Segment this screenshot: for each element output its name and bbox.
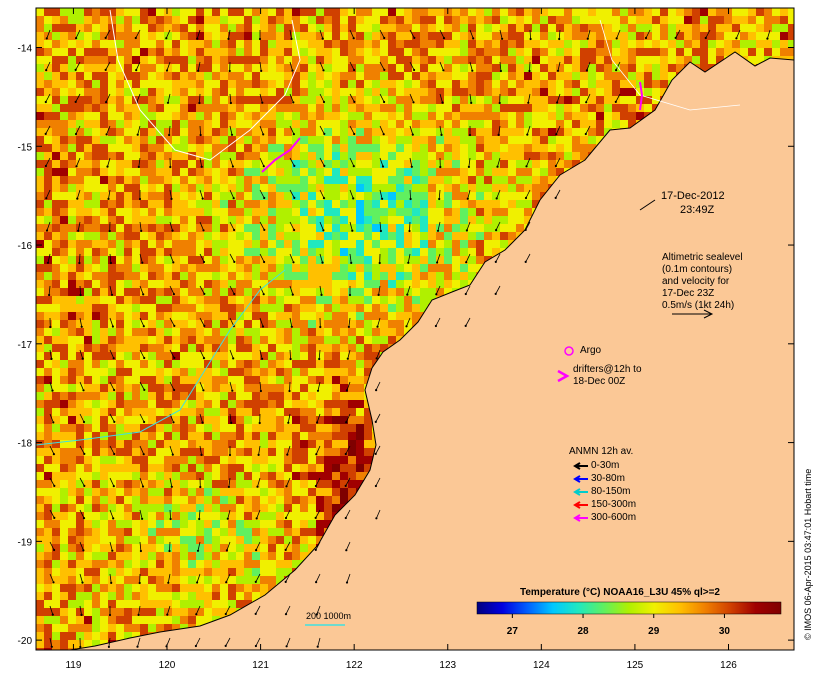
altimetry-line-4: 17-Dec 23Z: [662, 288, 715, 299]
velocity-vectors: [44, 29, 771, 649]
x-tick-label: 123: [439, 660, 456, 671]
y-tick-label: -14: [18, 44, 33, 55]
anmn-arrowhead-icon: [573, 488, 581, 496]
drifter-track: [639, 81, 644, 111]
colorbar-tick-label: 30: [719, 626, 731, 637]
drifter-chevron-icon: [557, 369, 570, 383]
anmn-depth-label: 30-80m: [591, 473, 625, 484]
isobath-label: 200 1000m: [306, 611, 352, 621]
x-tick-label: 120: [159, 660, 176, 671]
colorbar-title: Temperature (°C) NOAA16_L3U 45% ql>=2: [520, 587, 720, 598]
anmn-depth-label: 150-300m: [591, 499, 637, 510]
isobath-contour: [109, 9, 301, 161]
x-tick-label: 122: [346, 660, 363, 671]
land-mass: [36, 51, 794, 650]
altimetry-line-2: (0.1m contours): [662, 264, 733, 275]
x-tick-label: 119: [65, 660, 81, 671]
y-tick-label: -18: [18, 439, 33, 450]
y-tick-label: -20: [18, 636, 33, 647]
velocity-scale-arrowhead: [703, 309, 714, 319]
y-tick-label: -19: [18, 537, 33, 548]
anmn-arrowhead-icon: [573, 514, 581, 522]
y-tick-label: -17: [18, 340, 33, 351]
drifter-track: [261, 137, 301, 173]
anmn-arrowhead-icon: [573, 475, 581, 483]
anmn-title: ANMN 12h av.: [569, 446, 634, 457]
time-label: 23:49Z: [680, 204, 715, 216]
colorbar-tick-label: 29: [648, 626, 660, 637]
x-tick-label: 125: [627, 660, 644, 671]
argo-label: Argo: [580, 345, 602, 356]
y-tick-label: -16: [18, 241, 33, 252]
anmn-depth-label: 300-600m: [591, 512, 637, 523]
isobath-contour: [36, 269, 286, 446]
plot-frame: [35, 7, 795, 651]
anmn-depth-label: 80-150m: [591, 486, 631, 497]
drifters-line-1: drifters@12h to: [573, 364, 642, 375]
altimetry-line-5: 0.5m/s (1kt 24h): [662, 300, 735, 311]
x-tick-label: 124: [533, 660, 550, 671]
temperature-colorbar: Temperature (°C) NOAA16_L3U 45% ql>=2 27…: [476, 587, 782, 637]
legend-symbols: [305, 199, 714, 626]
altimetry-line-1: Altimetric sealevel: [662, 252, 743, 263]
colorbar-tick-label: 28: [577, 626, 589, 637]
x-tick-label: 121: [252, 660, 269, 671]
credit-text: © IMOS 06-Apr-2015 03:47:01 Hobart time: [803, 468, 813, 640]
axis-ticks: 119 120 121 122 123 124 125 126 -14 -15 -16 -17 -18 -…: [18, 8, 794, 671]
drifters-line-2: 18-Dec 00Z: [573, 376, 626, 387]
argo-marker-icon: [564, 346, 574, 356]
x-tick-label: 126: [720, 660, 737, 671]
y-tick-label: -15: [18, 142, 33, 153]
colorbar-tick-label: 27: [507, 626, 519, 637]
date-label: 17-Dec-2012: [661, 190, 725, 202]
anmn-arrowhead-icon: [573, 501, 581, 509]
isobath-contour: [599, 19, 741, 111]
date-pointer-line: [639, 199, 656, 211]
colorbar-bar: [476, 601, 782, 615]
anmn-depth-label: 0-30m: [591, 460, 620, 471]
anmn-arrowhead-icon: [573, 462, 581, 470]
altimetry-line-3: and velocity for: [662, 276, 730, 287]
